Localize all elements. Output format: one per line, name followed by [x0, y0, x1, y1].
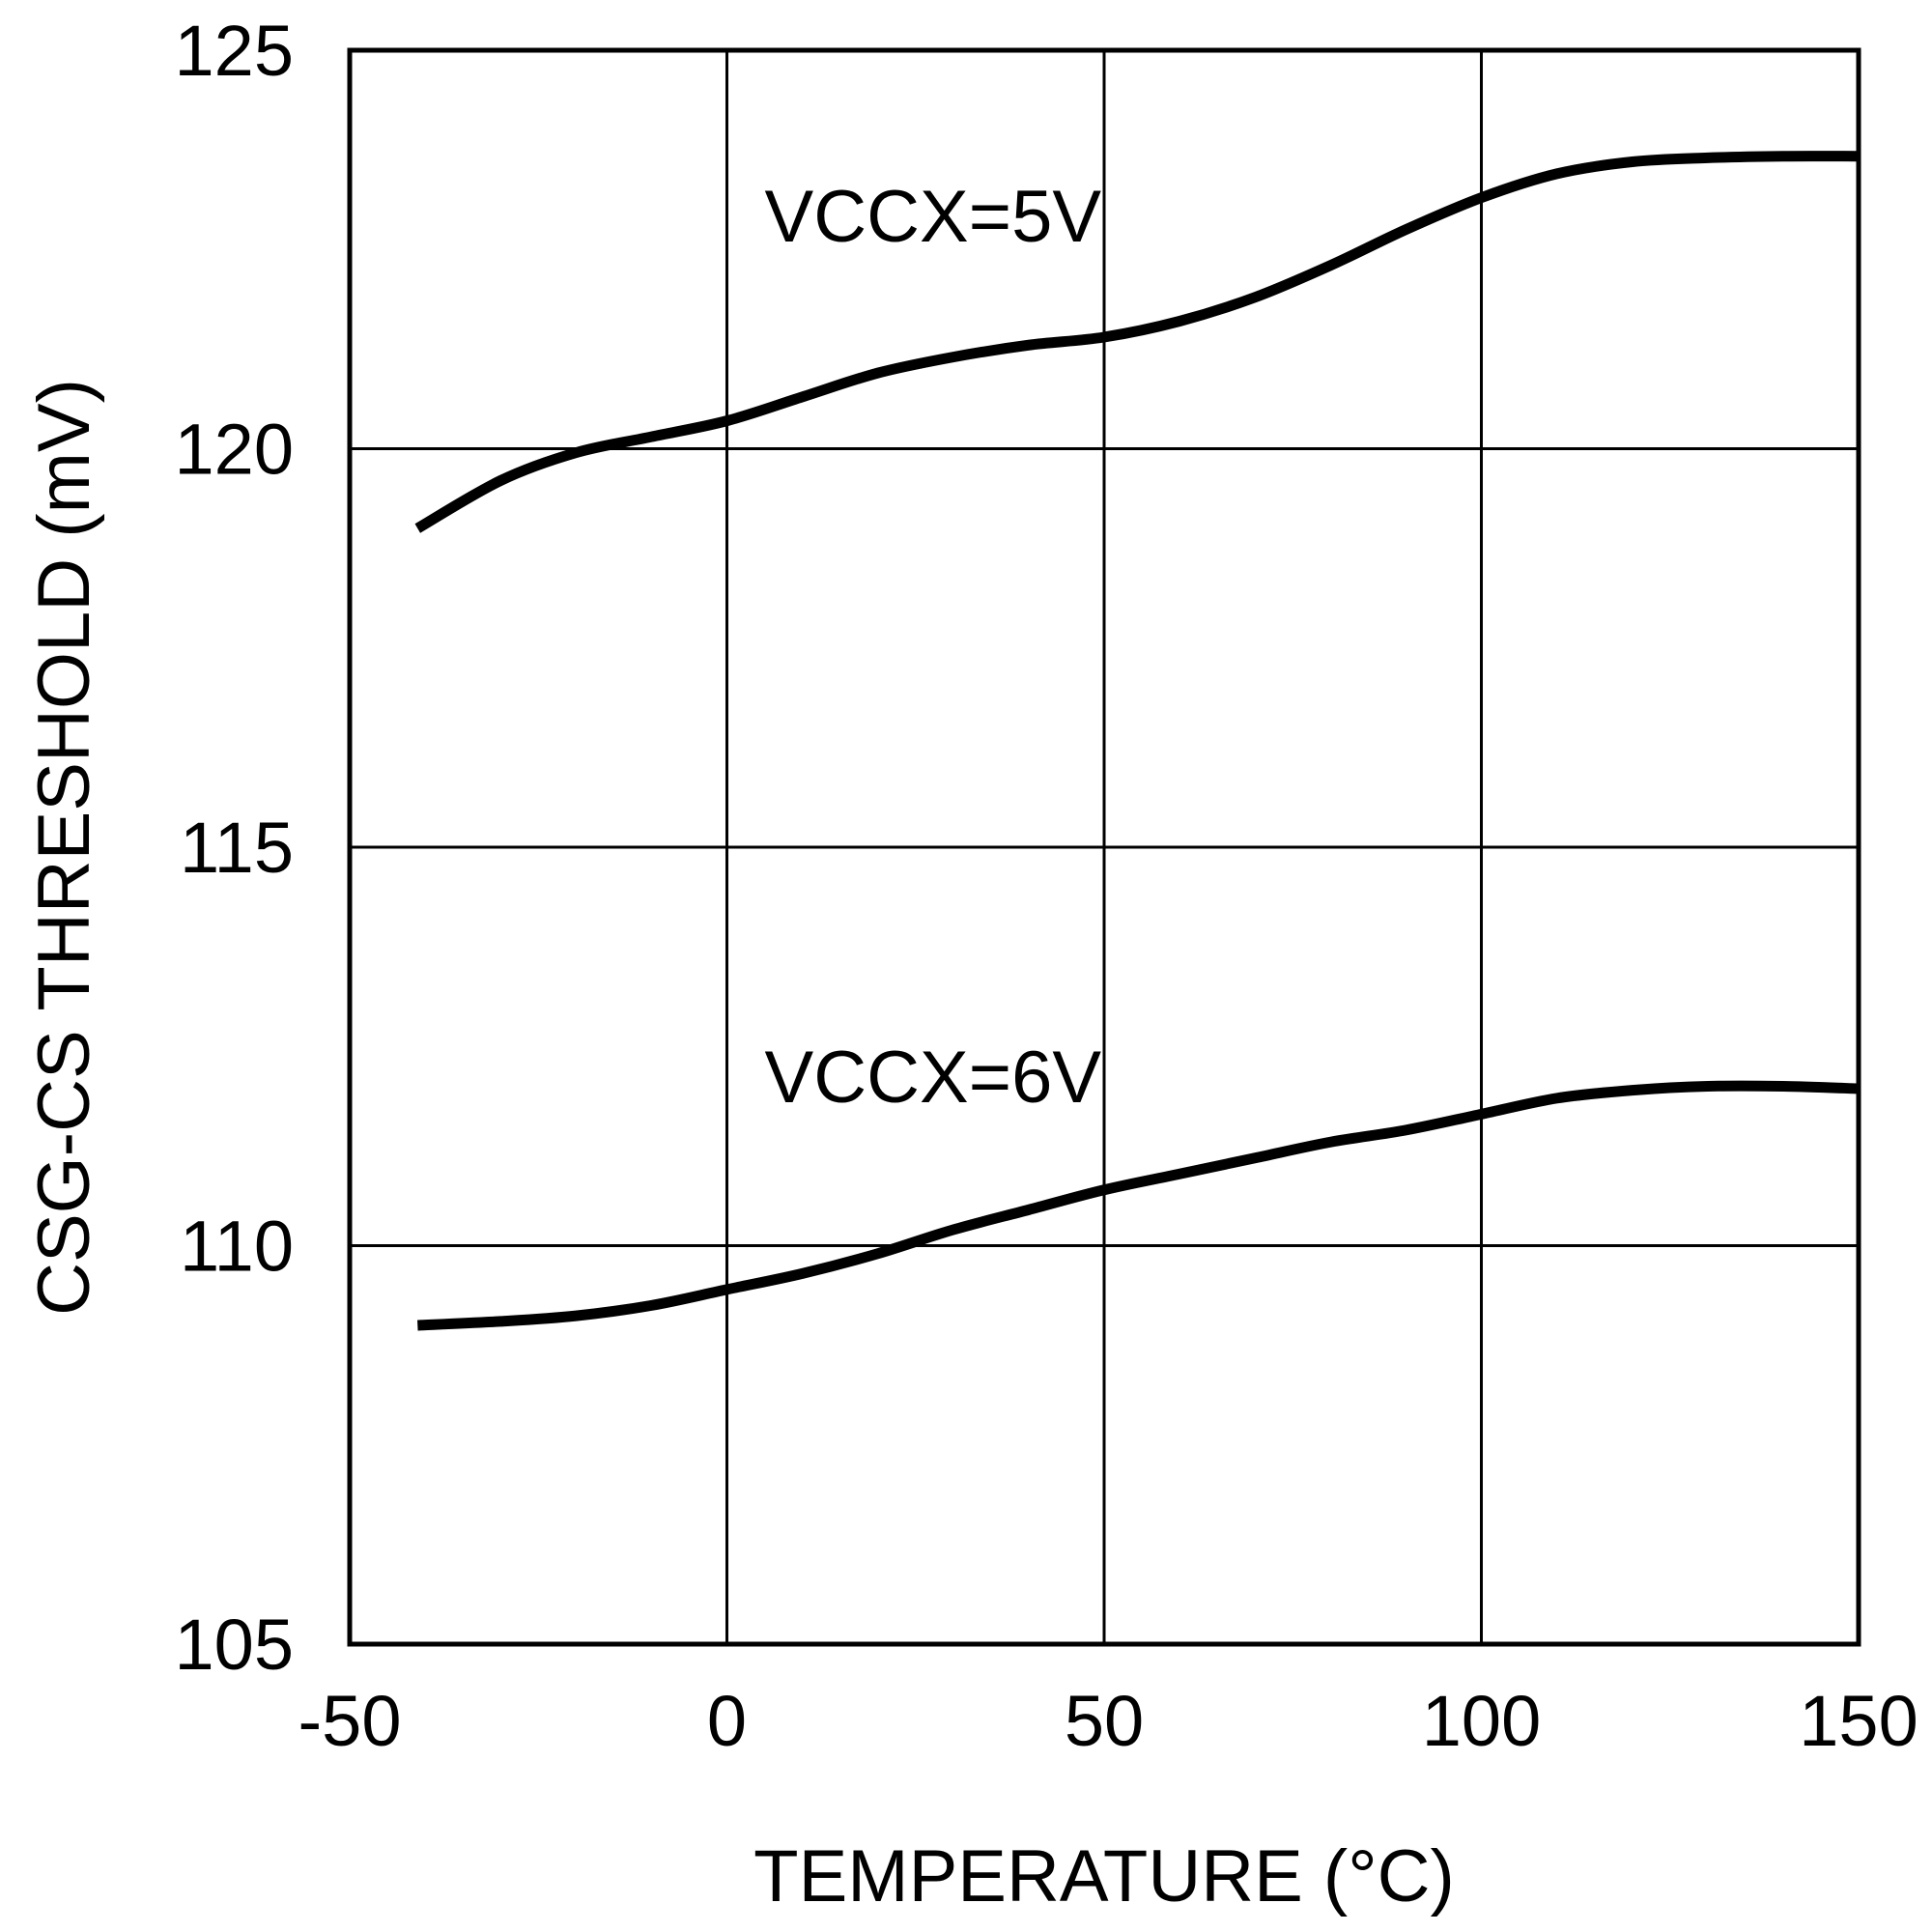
- y-axis-title: CSG-CS THRESHOLD (mV): [23, 379, 105, 1316]
- y-tick-label: 105: [175, 1605, 294, 1685]
- y-axis-ticks: 105 110 115 120 125: [175, 11, 294, 1685]
- x-tick-label: 100: [1422, 1681, 1541, 1761]
- series-layer: [414, 151, 1860, 1331]
- series-label: VCCX=6V: [765, 1037, 1102, 1119]
- series-line-vccx-6v: [417, 1080, 1860, 1331]
- x-tick-label: 50: [1065, 1681, 1144, 1761]
- x-axis-title: TEMPERATURE (°C): [753, 1835, 1455, 1918]
- x-tick-label: -50: [298, 1681, 402, 1761]
- y-tick-label: 120: [175, 410, 294, 490]
- x-tick-label: 0: [707, 1681, 747, 1761]
- series-line-vccx-5v: [414, 151, 1860, 533]
- series-labels: VCCX=5V VCCX=6V: [765, 176, 1102, 1119]
- grid-lines: [350, 50, 1859, 1644]
- y-tick-label: 125: [175, 11, 294, 91]
- x-tick-label: 150: [1799, 1681, 1918, 1761]
- y-tick-label: 115: [180, 808, 294, 888]
- plot-frame: [347, 47, 1861, 1647]
- x-axis-ticks: -50 0 50 100 150: [298, 1681, 1918, 1761]
- series-label: VCCX=5V: [765, 176, 1102, 258]
- y-tick-label: 110: [180, 1207, 294, 1287]
